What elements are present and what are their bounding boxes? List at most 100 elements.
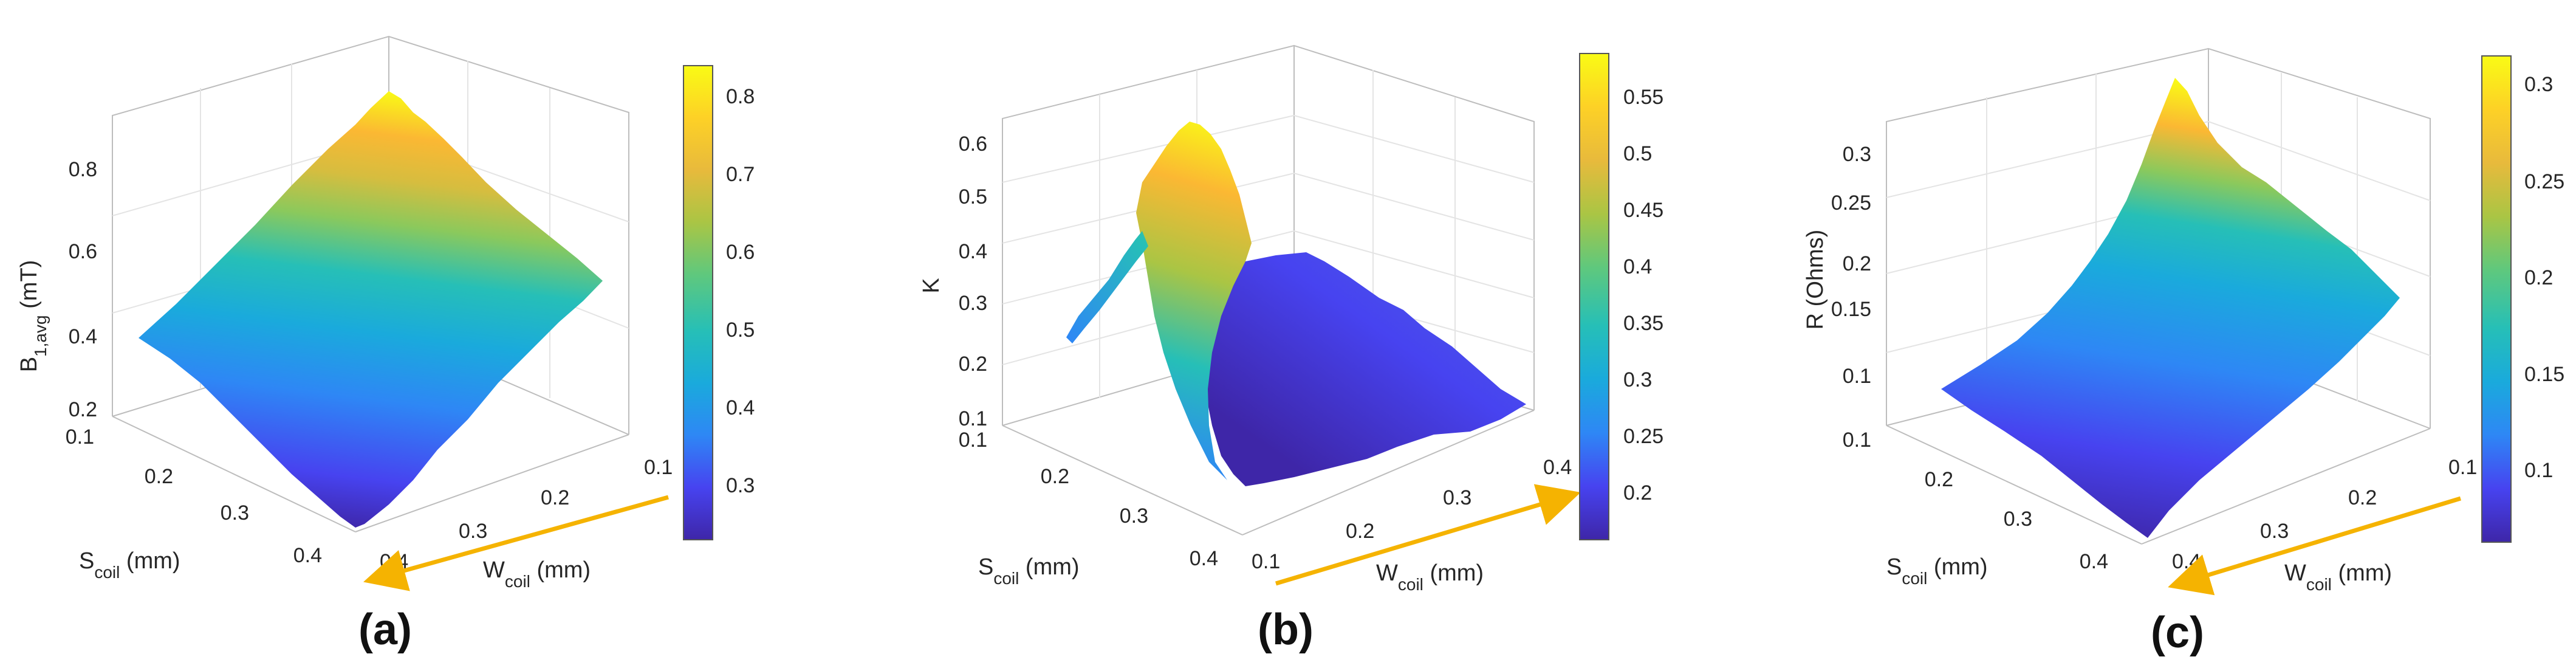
panel-b-z-ticks: 0.1 0.2 0.3 0.4 0.5 0.6 bbox=[959, 133, 987, 430]
w-tick: 0.2 bbox=[2348, 486, 2377, 509]
z-tick: 0.25 bbox=[1831, 191, 1871, 215]
s-tick: 0.3 bbox=[1120, 504, 1148, 528]
panel-b-surface-flat bbox=[1203, 243, 1526, 486]
w-label-sub: coil bbox=[1398, 575, 1423, 594]
panel-c-s-label: Scoil (mm) bbox=[1886, 554, 1988, 588]
colorbar-tick: 0.7 bbox=[726, 163, 755, 186]
panel-c-colorbar-ticks: 0.1 0.15 0.2 0.25 0.3 bbox=[2524, 73, 2564, 482]
z-tick: 0.8 bbox=[69, 158, 97, 181]
colorbar-tick: 0.15 bbox=[2524, 363, 2564, 386]
panel-b-colorbar-ticks: 0.2 0.25 0.3 0.35 0.4 0.45 0.5 0.55 bbox=[1623, 86, 1663, 504]
w-label-sub: coil bbox=[505, 572, 530, 591]
panel-c-z-label: R (Ohms) bbox=[1803, 230, 1828, 330]
z-tick: 0.6 bbox=[69, 240, 97, 263]
colorbar-tick: 0.6 bbox=[726, 241, 755, 264]
w-label-main: W bbox=[1376, 560, 1398, 586]
colorbar-tick: 0.3 bbox=[726, 474, 755, 497]
w-tick: 0.4 bbox=[1543, 456, 1572, 479]
panel-b-surface-peak bbox=[1136, 122, 1252, 480]
panel-a-z-ticks: 0.2 0.4 0.6 0.8 bbox=[69, 158, 97, 421]
z-tick: 0.5 bbox=[959, 185, 987, 208]
colorbar-tick: 0.5 bbox=[1623, 142, 1652, 165]
colorbar-tick: 0.55 bbox=[1623, 86, 1663, 109]
panel-c-w-arrow bbox=[2168, 496, 2462, 596]
z-tick: 0.3 bbox=[959, 292, 987, 315]
z-label-sub: 1,avg bbox=[31, 315, 50, 357]
w-tick: 0.3 bbox=[2260, 520, 2289, 543]
s-tick: 0.2 bbox=[1925, 468, 1953, 491]
w-label-unit: (mm) bbox=[530, 557, 591, 583]
colorbar-tick: 0.45 bbox=[1623, 199, 1663, 222]
colorbar-tick: 0.2 bbox=[1623, 481, 1652, 504]
s-label-main: S bbox=[1886, 554, 1902, 580]
s-label-unit: (mm) bbox=[1927, 554, 1987, 580]
panel-b-z-label: K bbox=[919, 278, 944, 293]
w-tick: 0.1 bbox=[2448, 456, 2477, 479]
panel-a-s-label: Scoil (mm) bbox=[79, 548, 180, 582]
s-label-main: S bbox=[79, 548, 94, 574]
panel-a-s-ticks: 0.1 0.2 0.3 0.4 bbox=[66, 425, 322, 567]
s-label-sub: coil bbox=[94, 563, 120, 582]
colorbar-tick: 0.8 bbox=[726, 85, 755, 108]
w-tick: 0.1 bbox=[1252, 550, 1280, 573]
panel-c: 0.1 0.15 0.2 0.25 0.3 R (Ohms) 0.1 0.2 0… bbox=[1803, 47, 2564, 657]
panel-c-w-ticks: 0.4 0.3 0.2 0.1 bbox=[2172, 456, 2477, 573]
panel-b-w-arrow bbox=[1275, 484, 1581, 586]
w-label-sub: coil bbox=[2306, 575, 2332, 594]
panel-c-s-ticks: 0.1 0.2 0.3 0.4 bbox=[1843, 429, 2108, 573]
w-tick: 0.3 bbox=[1443, 486, 1471, 509]
z-tick: 0.6 bbox=[959, 133, 987, 156]
s-label-unit: (mm) bbox=[120, 548, 180, 574]
panel-a-label: (a) bbox=[358, 605, 412, 654]
s-tick: 0.3 bbox=[2004, 508, 2032, 531]
s-label-unit: (mm) bbox=[1019, 554, 1079, 580]
panel-c-label: (c) bbox=[2151, 608, 2204, 657]
panel-b-label: (b) bbox=[1258, 605, 1314, 654]
w-label-main: W bbox=[2284, 560, 2306, 586]
s-tick: 0.1 bbox=[1843, 429, 1871, 452]
panel-c-surface bbox=[1941, 78, 2400, 538]
s-tick: 0.1 bbox=[959, 429, 987, 452]
colorbar-tick: 0.35 bbox=[1623, 312, 1663, 335]
s-tick: 0.2 bbox=[1041, 465, 1069, 488]
s-label-sub: coil bbox=[1902, 569, 1927, 588]
w-tick: 0.2 bbox=[541, 486, 569, 509]
w-label-main: W bbox=[483, 557, 505, 583]
z-tick: 0.4 bbox=[959, 240, 987, 263]
panel-c-z-ticks: 0.1 0.15 0.2 0.25 0.3 bbox=[1831, 143, 1871, 388]
panel-a-colorbar bbox=[683, 65, 713, 540]
z-tick: 0.1 bbox=[1843, 365, 1871, 388]
panel-a-surface bbox=[139, 91, 603, 528]
colorbar-tick: 0.5 bbox=[726, 319, 755, 342]
panel-b-s-label: Scoil (mm) bbox=[978, 554, 1080, 588]
panel-b: 0.1 0.2 0.3 0.4 0.5 0.6 K 0.1 0.2 0.3 0.… bbox=[919, 44, 1663, 654]
panel-a-z-label: B1,avg (mT) bbox=[16, 260, 50, 373]
panel-c-w-label: Wcoil (mm) bbox=[2284, 560, 2392, 594]
z-tick: 0.2 bbox=[959, 353, 987, 376]
panel-b-s-ticks: 0.1 0.2 0.3 0.4 bbox=[959, 429, 1218, 570]
panel-b-w-ticks: 0.1 0.2 0.3 0.4 bbox=[1252, 456, 1572, 573]
colorbar-tick: 0.25 bbox=[2524, 170, 2564, 193]
panel-a-w-ticks: 0.4 0.3 0.2 0.1 bbox=[380, 456, 673, 573]
panel-b-w-label: Wcoil (mm) bbox=[1376, 560, 1484, 594]
z-label-main: B bbox=[16, 357, 42, 372]
colorbar-tick: 0.4 bbox=[726, 396, 755, 419]
z-tick: 0.3 bbox=[1843, 143, 1871, 166]
z-tick: 0.4 bbox=[69, 325, 97, 348]
colorbar-tick: 0.25 bbox=[1623, 425, 1663, 448]
z-tick: 0.1 bbox=[959, 407, 987, 430]
colorbar-tick: 0.1 bbox=[2524, 459, 2553, 482]
colorbar-tick: 0.4 bbox=[1623, 255, 1652, 278]
panel-a-colorbar-ticks: 0.3 0.4 0.5 0.6 0.7 0.8 bbox=[726, 85, 755, 497]
panel-a-w-arrow bbox=[363, 495, 669, 591]
z-tick: 0.15 bbox=[1831, 298, 1871, 321]
s-tick: 0.4 bbox=[293, 544, 322, 567]
colorbar-tick: 0.2 bbox=[2524, 266, 2553, 289]
s-tick: 0.4 bbox=[1190, 547, 1218, 570]
panel-c-colorbar bbox=[2481, 55, 2512, 543]
w-label-unit: (mm) bbox=[2332, 560, 2392, 586]
s-tick: 0.3 bbox=[221, 501, 249, 525]
s-label-main: S bbox=[978, 554, 993, 580]
panel-a-w-label: Wcoil (mm) bbox=[483, 557, 591, 591]
